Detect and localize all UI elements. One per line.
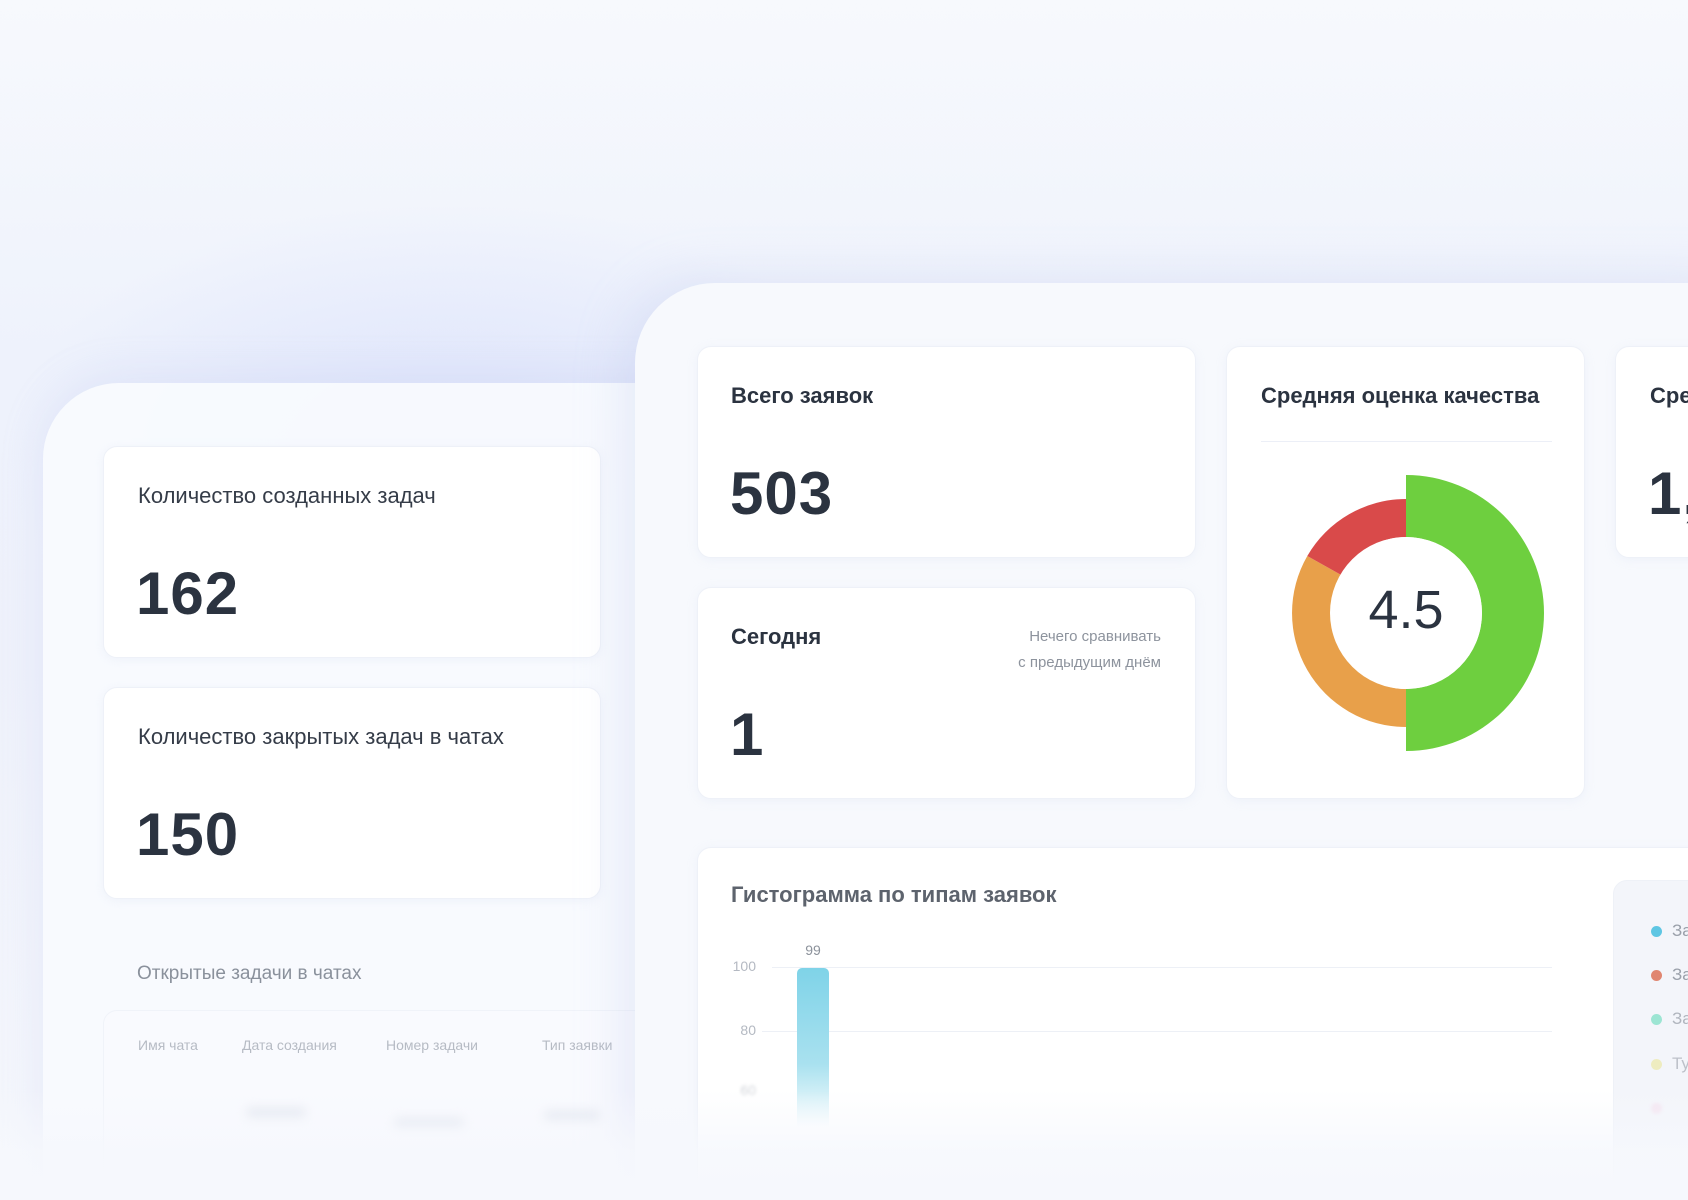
legend-dot-icon <box>1651 926 1662 938</box>
today-value: 1 <box>730 701 765 768</box>
partial-metric-label: Сре <box>1650 383 1688 408</box>
quality-donut-chart <box>1292 475 1544 751</box>
quality-label: Средняя оценка качества <box>1261 383 1540 408</box>
legend-dot-icon <box>1651 1014 1662 1026</box>
legend-item[interactable]: За <box>1651 965 1688 985</box>
closed-tasks-label: Количество закрытых задач в чатах <box>138 724 504 749</box>
histogram-title: Гистограмма по типам заявок <box>731 882 1057 907</box>
y-tick-100: 100 <box>732 958 756 974</box>
today-note-line2: с предыдущим днём <box>1018 654 1161 671</box>
bottom-fade-overlay <box>0 1090 1688 1200</box>
partial-metric-value: 1, <box>1648 460 1688 527</box>
donut-slice-green <box>1406 475 1544 751</box>
closed-tasks-card: Количество закрытых задач в чатах 150 <box>103 687 601 899</box>
gridline-100 <box>772 967 1552 968</box>
donut-slice-orange <box>1292 556 1406 727</box>
closed-tasks-value: 150 <box>136 801 240 868</box>
today-label: Сегодня <box>731 624 822 649</box>
today-card: Сегодня Нечего сравнивать с предыдущим д… <box>697 587 1196 799</box>
legend-item[interactable]: За <box>1651 921 1688 941</box>
open-tasks-heading: Открытые задачи в чатах <box>137 963 362 984</box>
created-tasks-value: 162 <box>136 560 240 627</box>
y-tick-80: 80 <box>740 1022 756 1038</box>
total-requests-value: 503 <box>730 460 834 527</box>
quality-score: 4.5 <box>1368 580 1444 640</box>
legend-item[interactable]: Ту <box>1651 1054 1688 1074</box>
legend-dot-icon <box>1651 970 1662 982</box>
gridline-80 <box>762 1031 1552 1032</box>
quality-card: Средняя оценка качества 4.5 <box>1226 346 1585 799</box>
today-comparison-note: Нечего сравнивать с предыдущим днём <box>1018 624 1161 676</box>
column-task-number[interactable]: Номер задачи <box>386 1037 478 1053</box>
quality-divider <box>1261 441 1552 442</box>
legend-dot-icon <box>1651 1059 1662 1071</box>
legend-item[interactable]: За <box>1651 1009 1688 1029</box>
column-created-date[interactable]: Дата создания <box>242 1037 337 1053</box>
bar-value-label: 99 <box>805 942 821 958</box>
column-request-type[interactable]: Тип заявки <box>542 1037 613 1053</box>
donut-slice-red <box>1307 499 1406 575</box>
total-requests-label: Всего заявок <box>731 383 874 408</box>
created-tasks-card: Количество созданных задач 162 <box>103 446 601 658</box>
today-note-line1: Нечего сравнивать <box>1029 628 1161 645</box>
total-requests-card: Всего заявок 503 <box>697 346 1196 558</box>
partial-metric-card: Сре 1, <box>1615 346 1688 558</box>
created-tasks-label: Количество созданных задач <box>138 483 436 508</box>
column-chat-name[interactable]: Имя чата <box>138 1037 198 1053</box>
